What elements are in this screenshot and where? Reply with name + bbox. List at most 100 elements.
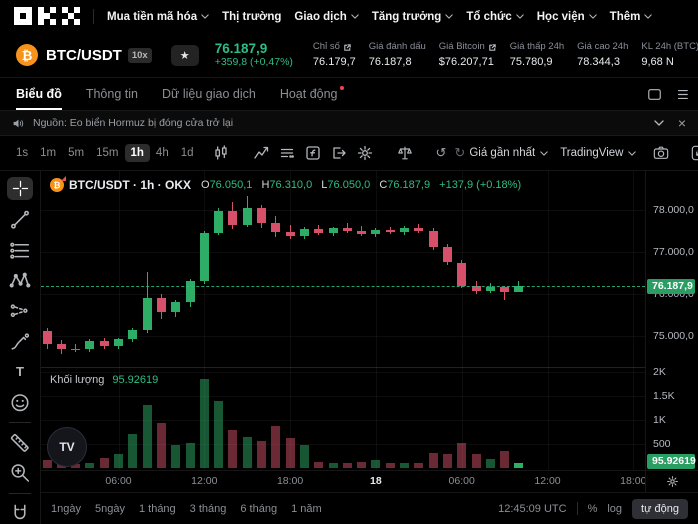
candle-body [228, 211, 238, 225]
indicators-button[interactable] [248, 143, 274, 163]
axis-settings-corner[interactable] [645, 470, 698, 492]
camera-icon [654, 146, 669, 159]
trend-line-tool-icon[interactable] [7, 209, 33, 230]
compare-scales-button[interactable] [392, 143, 418, 163]
candle-body [342, 228, 352, 231]
price-axis[interactable]: 78.000,077.000,076.000,075.000,02K1.5K1K… [645, 171, 698, 470]
axis-gear-icon [666, 476, 678, 487]
toolbar-divider [9, 421, 31, 423]
nav-item-markets[interactable]: Thị trường [222, 11, 281, 23]
pair-coin-icon: ₿ [50, 178, 64, 192]
volume-axis-label: 1.5K [653, 390, 675, 402]
export-window-icon [332, 147, 346, 159]
list-menu-icon[interactable] [676, 87, 688, 102]
chart-settings-button[interactable] [352, 143, 378, 163]
notification-dot [339, 86, 344, 90]
crosshair-tool-button[interactable] [7, 177, 33, 201]
nav-item-academy[interactable]: Học viện [537, 11, 597, 23]
tab-info[interactable]: Thông tin [86, 78, 138, 110]
tab-activity[interactable]: Hoạt động [280, 78, 344, 110]
indicators-chart-icon [253, 146, 268, 159]
utc-clock: 12:45:09 UTC [498, 502, 567, 515]
nav-item-more[interactable]: Thêm [610, 11, 653, 23]
volume-axis-label: 1K [653, 414, 666, 426]
timeframe-1d[interactable]: 1d [180, 147, 194, 159]
change-value: +137,9 (+0.18%) [439, 179, 522, 191]
volume-bar [185, 443, 195, 468]
chart-plot[interactable]: ₿ BTC/USDT · 1h · OKX O76.050,1 H76.310,… [41, 171, 645, 470]
news-headline[interactable]: Nguồn: Eo biển Hormuz bị đóng cửa trở lạ… [33, 117, 234, 129]
nav-item-institutions[interactable]: Tổ chức [466, 11, 524, 23]
volume-bar [228, 429, 238, 468]
okx-logo-icon [14, 6, 80, 25]
emoji-tool-icon[interactable] [7, 392, 33, 413]
log-scale-button[interactable]: log [607, 502, 623, 515]
news-close-icon[interactable]: × [677, 115, 686, 131]
nav-item-buy-crypto[interactable]: Mua tiền mã hóa [107, 11, 209, 23]
timeframe-1s[interactable]: 1s [16, 147, 29, 159]
text-tool-button[interactable]: T [7, 361, 33, 382]
screenshot-button[interactable] [648, 143, 674, 163]
tab-trading-data[interactable]: Dữ liệu giao dịch [162, 78, 256, 110]
candlestick-icon [214, 145, 227, 160]
timeframe-1m[interactable]: 1m [40, 147, 57, 159]
fullscreen-button[interactable] [686, 143, 698, 163]
volume-legend: Khối lượng 95.92619 [50, 374, 158, 386]
ruler-tool-icon[interactable] [7, 432, 33, 453]
tab-label: Biểu đồ [16, 87, 62, 101]
layout-export-button[interactable] [326, 143, 352, 163]
brush-tool-icon[interactable] [7, 331, 33, 352]
range-1year[interactable]: 1 năm [291, 502, 322, 515]
time-axis[interactable]: 06:00 12:00 18:00 18 06:00 12:00 18:00 [41, 470, 646, 492]
xabcd-pattern-tool-icon[interactable] [7, 270, 33, 291]
redo-icon[interactable]: ↻ [454, 145, 466, 160]
volume-gridline [41, 444, 645, 445]
stat-value: 78.344,3 [577, 56, 620, 68]
timeframe-15m[interactable]: 15m [96, 147, 119, 159]
panel-toggle-icon[interactable] [647, 87, 662, 102]
chevron-down-icon [628, 150, 637, 156]
auto-scale-button[interactable]: tự động [632, 498, 688, 519]
volume-bar [342, 463, 352, 468]
price-source-dropdown[interactable]: Giá gần nhất [469, 147, 548, 159]
templates-button[interactable] [300, 143, 326, 163]
nav-divider [93, 9, 94, 24]
indicator-list-button[interactable] [274, 143, 300, 163]
chevron-down-icon [445, 14, 454, 19]
timeframe-5m[interactable]: 5m [68, 147, 85, 159]
tab-bar: Biểu đồ Thông tin Dữ liệu giao dịch Hoạt… [0, 78, 698, 111]
scales-icon [397, 146, 412, 160]
star-icon: ★ [179, 49, 190, 62]
projection-tool-icon[interactable] [7, 300, 33, 321]
chart-toolbar: 1s 1m 5m 15m 1h 4h 1d ↺ ↻ Giá gần nhất [0, 136, 698, 171]
chart-vendor-dropdown[interactable]: TradingView [560, 147, 637, 159]
undo-icon[interactable]: ↺ [435, 145, 447, 160]
news-expand-chevron-icon[interactable] [654, 120, 664, 126]
tab-chart[interactable]: Biểu đồ [16, 78, 62, 110]
external-link-icon[interactable] [343, 43, 352, 52]
timeframe-4h[interactable]: 4h [155, 147, 169, 159]
fib-retracement-tool-icon[interactable] [7, 240, 33, 261]
nav-item-trade[interactable]: Giao dịch [294, 11, 359, 23]
okx-logo[interactable] [14, 6, 80, 27]
magnet-tool-icon[interactable] [7, 503, 33, 524]
favorite-button[interactable]: ★ [170, 44, 199, 66]
price-gridline [41, 294, 645, 295]
external-link-icon[interactable] [488, 43, 497, 52]
candle-body [400, 227, 409, 232]
range-1day[interactable]: 1ngày [51, 502, 81, 515]
candle-body [357, 231, 367, 234]
range-3month[interactable]: 3 tháng [189, 502, 227, 515]
candle-body [500, 286, 510, 292]
timeframe-1h[interactable]: 1h [124, 144, 150, 162]
volume-bar [99, 458, 109, 468]
range-5day[interactable]: 5ngày [94, 502, 125, 515]
nav-item-grow[interactable]: Tăng trưởng [372, 11, 454, 23]
range-6month[interactable]: 6 tháng [240, 502, 278, 515]
percent-scale-button[interactable]: % [587, 502, 598, 515]
candle-style-button[interactable] [208, 143, 234, 163]
stat-mark-price: Giá đánh dấu 76.187,8 [369, 41, 426, 69]
zoom-in-tool-icon[interactable] [7, 462, 33, 483]
range-1month[interactable]: 1 tháng [138, 502, 176, 515]
tradingview-watermark: TV [47, 427, 87, 467]
